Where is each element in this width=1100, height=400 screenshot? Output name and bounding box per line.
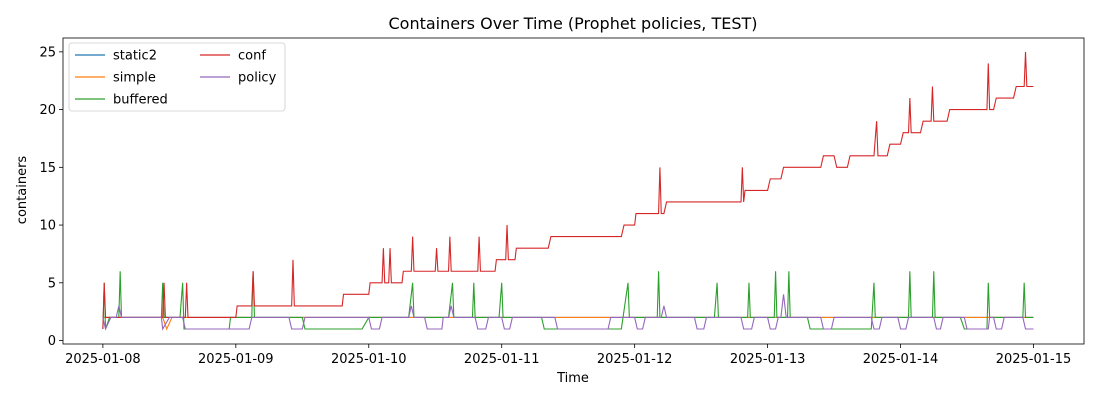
series-layer	[102, 51, 1034, 331]
plot-frame	[62, 37, 1085, 345]
y-tick-label: 20	[39, 103, 56, 118]
legend-label-buffered: buffered	[113, 93, 168, 108]
legend-label-static2: static2	[113, 49, 157, 64]
y-tick-label: 15	[39, 161, 56, 176]
y-axis: 0 5 10 15 20 25	[39, 45, 63, 349]
x-tick-label: 2025-01-08	[65, 352, 141, 367]
legend-label-conf: conf	[238, 49, 266, 64]
x-tick-label: 2025-01-13	[730, 352, 806, 367]
x-tick-label: 2025-01-14	[863, 352, 939, 367]
legend-label-policy: policy	[238, 71, 277, 86]
x-tick-label: 2025-01-12	[597, 352, 673, 367]
y-tick-label: 5	[48, 276, 56, 291]
legend-frame	[68, 42, 286, 112]
x-tick-label: 2025-01-11	[464, 352, 540, 367]
x-tick-label: 2025-01-15	[996, 352, 1072, 367]
x-tick-label: 2025-01-09	[198, 352, 274, 367]
x-axis-label: Time	[556, 371, 589, 386]
legend-label-simple: simple	[113, 71, 156, 86]
legend: static2 simple buffered conf policy	[68, 42, 286, 112]
y-tick-label: 25	[39, 45, 56, 60]
x-axis: 2025-01-08 2025-01-09 2025-01-10 2025-01-11…	[65, 344, 1071, 367]
y-axis-label: containers	[15, 156, 30, 225]
chart-title: Containers Over Time (Prophet policies, …	[388, 14, 757, 33]
series-line-conf	[102, 51, 1034, 330]
y-tick-label: 0	[48, 334, 56, 349]
series-line-policy	[102, 294, 1034, 331]
y-tick-label: 10	[39, 219, 56, 234]
x-tick-label: 2025-01-10	[331, 352, 407, 367]
